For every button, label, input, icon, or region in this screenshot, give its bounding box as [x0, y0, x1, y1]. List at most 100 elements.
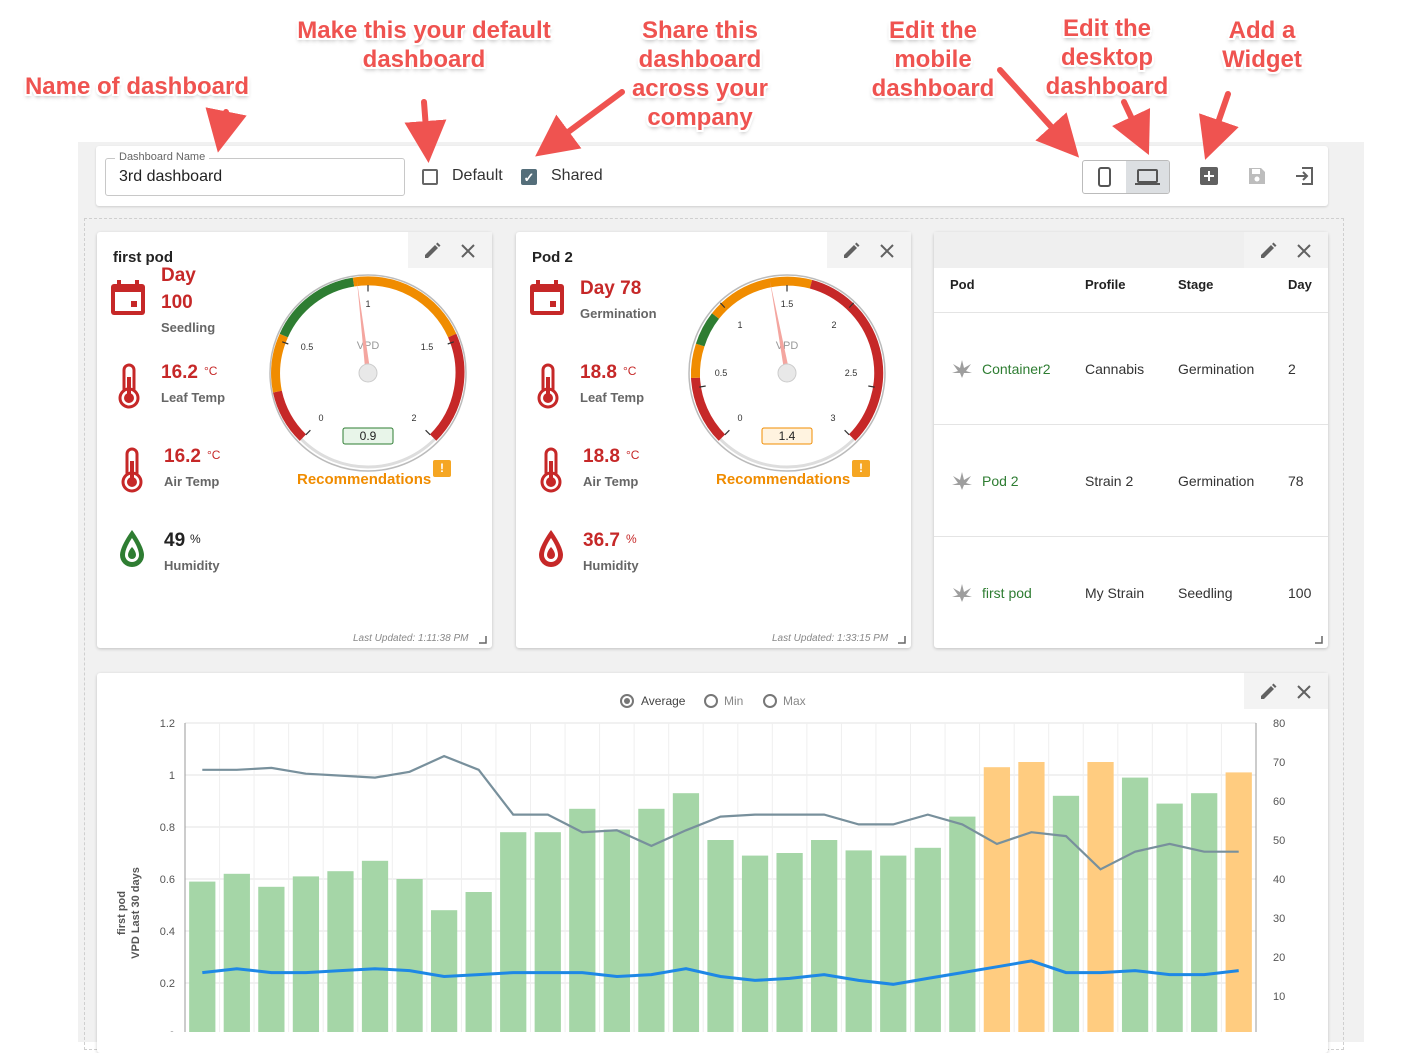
recommendations-link[interactable]: Recommendations [716, 471, 851, 488]
annotation-line: Share this [641, 17, 759, 44]
vpd-chart: 0 0.2 0.4 0.6 0.8 1 1.2 10 20 30 40 50 60 70 80 first… [116, 718, 1285, 1032]
chart-bar [1052, 795, 1080, 1032]
gauge-tick-label: 0.5 [715, 368, 728, 378]
gauge-tick-label: 1 [737, 320, 742, 330]
radio-max-label[interactable]: Max [783, 694, 806, 708]
default-checkbox[interactable] [422, 169, 438, 185]
thermometer-icon [121, 447, 143, 493]
chart-bar [1191, 793, 1218, 1032]
calendar-icon [111, 280, 145, 315]
pod-link[interactable]: Container2 [982, 361, 1051, 377]
annotation-edit-desktop: Edit the desktop dashboard [1036, 14, 1178, 101]
chart-bar [707, 840, 734, 1032]
pod-link[interactable]: Pod 2 [982, 473, 1019, 489]
radio-average-label[interactable]: Average [641, 694, 686, 708]
chart-bar [465, 892, 492, 1032]
edit-icon[interactable] [841, 241, 861, 261]
column-header-day[interactable]: Day [1288, 277, 1312, 292]
y-axis-label-line1: first pod [116, 891, 128, 935]
column-header-profile[interactable]: Profile [1085, 277, 1126, 292]
leaf-temp-unit: °C [623, 364, 637, 378]
divider [934, 312, 1328, 313]
humidity-unit: % [190, 532, 201, 546]
stage-label: Seedling [161, 320, 216, 335]
cannabis-leaf-icon [952, 360, 972, 378]
desktop-layout-button[interactable] [1126, 161, 1169, 193]
edit-icon[interactable] [1258, 241, 1278, 261]
leaf-temp-value: 16.2 [161, 362, 198, 383]
resize-handle-icon[interactable] [479, 636, 487, 644]
phone-icon [1098, 167, 1111, 187]
card-actions [1244, 232, 1328, 268]
close-icon[interactable] [1294, 241, 1314, 261]
chart-bar [223, 873, 250, 1032]
table-row[interactable]: Container2 Cannabis Germination 2 [934, 313, 1328, 424]
save-icon[interactable] [1247, 166, 1267, 186]
annotation-line: across your [631, 75, 769, 102]
y2-tick-label: 70 [1273, 757, 1285, 769]
shared-checkbox-label[interactable]: Shared [551, 167, 603, 184]
chart-bar [430, 910, 458, 1032]
radio-min-label[interactable]: Min [724, 694, 744, 708]
exit-icon[interactable] [1294, 166, 1316, 186]
air-temp-label: Air Temp [164, 474, 220, 489]
chart-bar [189, 881, 216, 1032]
resize-handle-icon[interactable] [898, 636, 906, 644]
gauge-tick-label: 1.5 [781, 299, 794, 309]
edit-icon[interactable] [1258, 682, 1278, 702]
radio-max[interactable] [763, 694, 777, 708]
chart-bar [880, 855, 907, 1032]
column-header-stage[interactable]: Stage [1178, 277, 1214, 292]
chart-bar [603, 829, 630, 1032]
table-row[interactable]: Pod 2 Strain 2 Germination 78 [934, 425, 1328, 536]
thermometer-icon [540, 447, 562, 493]
gauge-tick-label: 3 [830, 413, 835, 423]
day-value: 100 [161, 292, 193, 313]
shared-checkbox[interactable]: ✓ [521, 169, 537, 185]
day-label: Day 78 [580, 278, 642, 299]
vpd-gauge: 0 0.5 1 1.5 2 2.5 3 VPD 1.4 [688, 274, 886, 472]
mobile-layout-button[interactable] [1083, 161, 1126, 193]
resize-handle-icon[interactable] [1315, 636, 1323, 644]
stage-cell: Germination [1178, 361, 1255, 377]
default-checkbox-label[interactable]: Default [452, 167, 503, 184]
radio-average[interactable] [620, 694, 634, 708]
cannabis-leaf-icon [952, 584, 972, 602]
y-tick-label: 1 [169, 770, 175, 782]
column-header-pod[interactable]: Pod [950, 277, 975, 292]
last-updated: Last Updated: 1:33:15 PM [772, 633, 889, 644]
close-icon[interactable] [877, 241, 897, 261]
chart-bar [500, 832, 527, 1032]
day-cell: 2 [1288, 361, 1296, 377]
humidity-unit: % [626, 532, 637, 546]
annotation-line: Edit the [1063, 15, 1151, 42]
y-tick-label: 0.6 [160, 874, 175, 886]
gauge-needle [357, 281, 371, 373]
dashboard-name-field[interactable]: Dashboard Name 3rd dashboard [105, 151, 405, 196]
close-icon[interactable] [1294, 682, 1314, 702]
profile-cell: Strain 2 [1085, 473, 1134, 489]
radio-min[interactable] [704, 694, 718, 708]
pod-title: first pod [113, 249, 173, 266]
table-row[interactable]: first pod My Strain Seedling 100 [934, 537, 1328, 648]
leaf-temp-label: Leaf Temp [161, 390, 226, 405]
edit-icon[interactable] [422, 241, 442, 261]
dashboard-name-value[interactable]: 3rd dashboard [119, 168, 223, 185]
day-cell: 78 [1288, 473, 1304, 489]
gauge-tick-label: 2 [411, 413, 416, 423]
card-actions [1244, 673, 1328, 709]
y-tick-label: 1.2 [160, 718, 175, 730]
pod-card: Pod 2 Day 78 Germination 18.8 °C Leaf Te… [516, 232, 911, 648]
recommendations-link[interactable]: Recommendations [297, 471, 432, 488]
annotation-edit-mobile: Edit the mobile dashboard [862, 16, 1004, 103]
humidity-icon [539, 530, 563, 567]
add-widget-icon[interactable] [1199, 166, 1219, 186]
thermometer-icon [118, 363, 140, 409]
air-temp-unit: °C [626, 448, 640, 462]
close-icon[interactable] [458, 241, 478, 261]
annotation-add-widget: Add a Widget [1206, 16, 1318, 74]
leaf-temp-value: 18.8 [580, 362, 617, 383]
pod-link[interactable]: first pod [982, 585, 1032, 601]
divider [934, 424, 1328, 425]
y2-tick-label: 60 [1273, 796, 1285, 808]
